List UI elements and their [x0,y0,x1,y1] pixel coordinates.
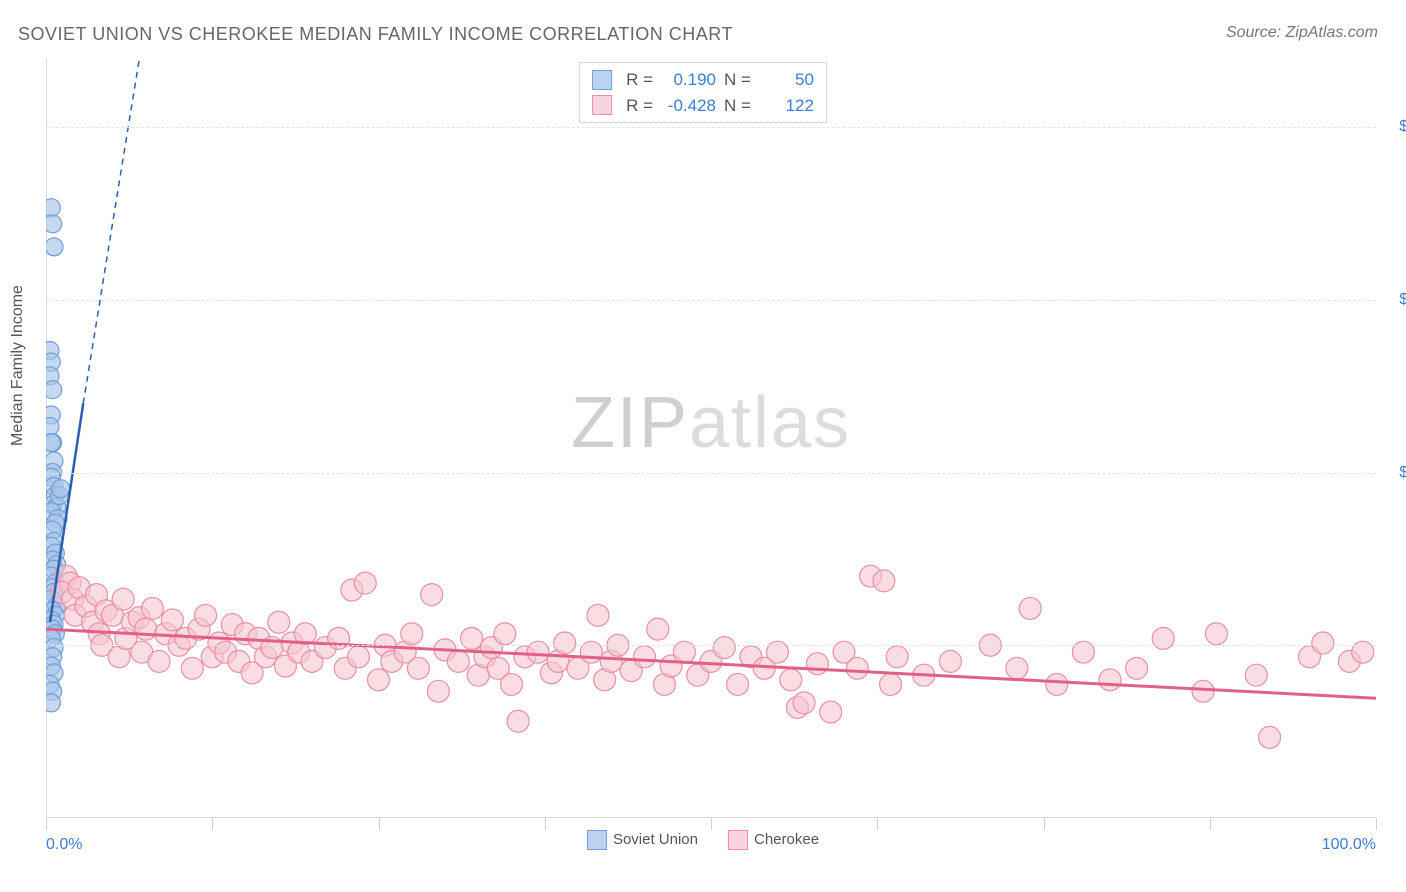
x-tick [711,818,712,830]
legend-item-soviet: Soviet Union [587,830,698,850]
x-axis-max-label: 100.0% [1322,836,1376,854]
plot-area: ZIPatlas $75,000$150,000$225,000$300,000 [46,58,1376,818]
swatch-soviet [587,830,607,850]
y-tick-label: $75,000 [1386,636,1406,654]
x-tick [46,818,47,830]
series-legend: Soviet Union Cherokee [587,830,819,850]
corr-swatch-cherokee [592,95,612,115]
y-tick-label: $300,000 [1386,118,1406,136]
gridline [46,127,1376,128]
gridline [46,473,1376,474]
y-tick-label: $225,000 [1386,291,1406,309]
x-axis-min-label: 0.0% [46,836,82,854]
n-value-soviet: 50 [759,67,814,93]
legend-item-cherokee: Cherokee [728,830,819,850]
r-label: R = [626,93,653,119]
r-label: R = [626,67,653,93]
n-value-cherokee: 122 [759,93,814,119]
gridline [46,645,1376,646]
x-tick [1210,818,1211,830]
chart-svg [46,58,1376,818]
y-axis-label: Median Family Income [9,285,27,446]
x-tick [877,818,878,830]
corr-row-cherokee: R = -0.428 N = 122 [592,93,814,119]
x-tick [212,818,213,830]
correlation-legend: R = 0.190 N = 50 R = -0.428 N = 122 [579,62,827,123]
y-tick-label: $150,000 [1386,464,1406,482]
n-label: N = [724,93,751,119]
r-value-soviet: 0.190 [661,67,716,93]
corr-row-soviet: R = 0.190 N = 50 [592,67,814,93]
n-label: N = [724,67,751,93]
x-tick [1376,818,1377,830]
legend-label-soviet: Soviet Union [613,831,698,848]
swatch-cherokee [728,830,748,850]
chart-title: SOVIET UNION VS CHEROKEE MEDIAN FAMILY I… [18,24,733,45]
x-tick [379,818,380,830]
source-attribution: Source: ZipAtlas.com [1226,24,1378,42]
x-tick [1044,818,1045,830]
corr-swatch-soviet [592,70,612,90]
gridline [46,300,1376,301]
r-value-cherokee: -0.428 [661,93,716,119]
x-tick [545,818,546,830]
legend-label-cherokee: Cherokee [754,831,819,848]
